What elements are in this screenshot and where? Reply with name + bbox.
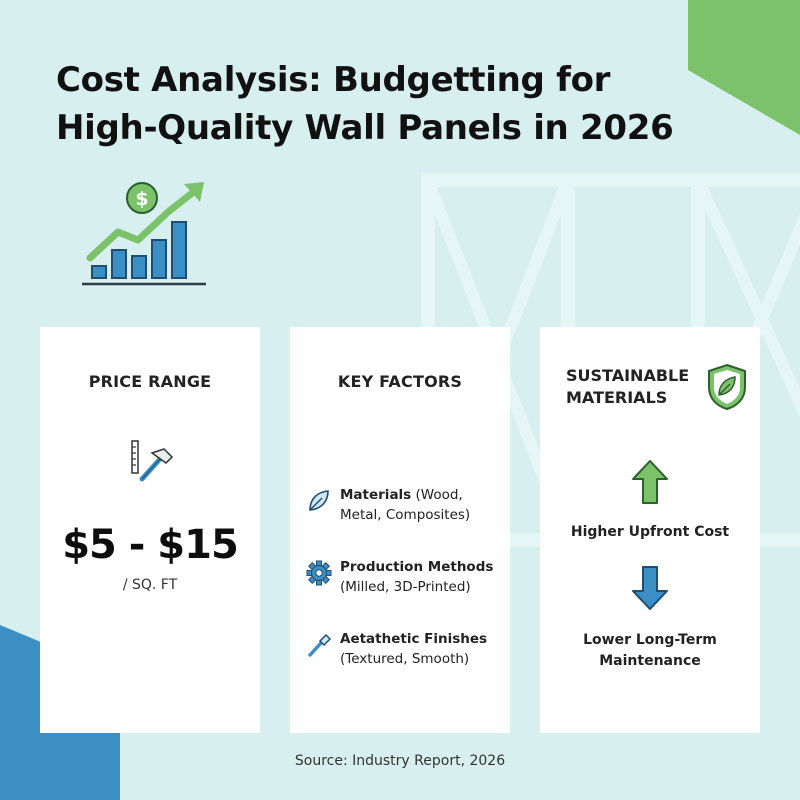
page-title: Cost Analysis: Budgetting for High-Quali… bbox=[56, 56, 696, 152]
key-factors-card: KEY FACTORS Materials (Wood, Metal, Comp… bbox=[290, 327, 510, 733]
key-factors-title: KEY FACTORS bbox=[337, 372, 463, 391]
higher-upfront-cost-label: Higher Upfront Cost bbox=[570, 524, 730, 540]
title-line-1: Cost Analysis: Budgetting for bbox=[56, 60, 611, 100]
factor-detail: (Textured, Smooth) bbox=[340, 651, 470, 667]
ruler-hammer-icon bbox=[131, 440, 174, 482]
price-range-card: PRICE RANGE $5 - $15 / SQ. FT bbox=[40, 327, 260, 733]
leaf-shield-icon bbox=[708, 363, 746, 411]
factor-name: Aetathetic Finishes bbox=[340, 631, 488, 647]
corner-green-shape bbox=[688, 0, 800, 135]
lower-maintenance-label: Lower Long-Term Maintenance bbox=[540, 630, 760, 672]
title-line-2: High-Quality Wall Panels in 2026 bbox=[56, 108, 674, 148]
factor-detail: (Wood, Metal, Composites) bbox=[340, 487, 471, 523]
price-unit: / SQ. FT bbox=[122, 577, 178, 593]
factor-name: Production Methods bbox=[340, 559, 494, 575]
arrow-up-icon bbox=[632, 460, 668, 504]
sustainable-title: SUSTAINABLE MATERIALS bbox=[566, 366, 690, 407]
factor-detail: (Milled, 3D-Printed) bbox=[340, 579, 471, 595]
factor-name: Materials bbox=[340, 487, 412, 503]
paintbrush-icon bbox=[308, 633, 332, 657]
price-range-title: PRICE RANGE bbox=[88, 372, 212, 391]
leaf-icon bbox=[309, 490, 329, 511]
arrow-down-icon bbox=[632, 566, 668, 610]
lower-maintenance-text: Lower Long-Term Maintenance bbox=[583, 632, 717, 669]
source-note: Source: Industry Report, 2026 bbox=[294, 753, 506, 769]
sustainable-materials-card: SUSTAINABLE MATERIALS Higher Upfront Cos… bbox=[540, 327, 760, 733]
price-value: $5 - $15 bbox=[62, 522, 239, 568]
svg-text:$: $ bbox=[135, 188, 148, 210]
gear-icon bbox=[306, 560, 332, 586]
rising-bar-chart-dollar-icon: $ bbox=[82, 182, 206, 286]
